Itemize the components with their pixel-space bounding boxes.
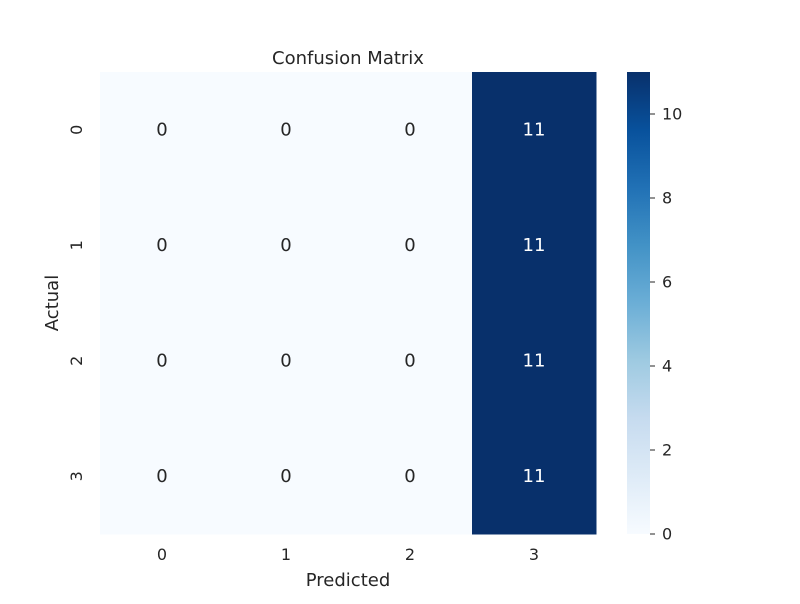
heatmap-annotations: 0 0 0 11 0 0 0 11 0 0 0 11 0 0 0 11	[156, 119, 545, 487]
cell-value-label: 0	[404, 466, 415, 487]
colorbar-tick-label: 2	[662, 441, 672, 460]
heatmap-cell	[100, 303, 225, 419]
heatmap-cell	[348, 72, 473, 188]
heatmap-cell	[472, 418, 597, 535]
y-tick-label: 1	[67, 240, 86, 250]
colorbar-tick-label: 8	[662, 189, 672, 208]
y-tick-label: 0	[67, 125, 86, 135]
colorbar-tick-label: 6	[662, 273, 672, 292]
heatmap-cell	[348, 303, 473, 419]
x-tick-labels: 0 1 2 3	[157, 545, 539, 564]
y-axis-label: Actual	[42, 275, 63, 331]
heatmap-cell	[348, 187, 473, 304]
colorbar-ticks: 0 2 4 6 8 10	[650, 105, 682, 544]
colorbar-tick-label: 10	[662, 105, 682, 124]
colorbar-tick-label: 0	[662, 525, 672, 544]
heatmap-cell	[100, 418, 225, 535]
cell-value-label: 0	[280, 235, 291, 256]
heatmap-cell	[472, 72, 597, 188]
y-tick-label: 3	[67, 471, 86, 481]
heatmap-cell	[472, 303, 597, 419]
heatmap-cell	[348, 418, 473, 535]
cell-value-label: 11	[523, 119, 546, 140]
cell-value-label: 11	[523, 466, 546, 487]
cell-value-label: 11	[523, 350, 546, 371]
heatmap-cell	[224, 72, 349, 188]
cell-value-label: 11	[523, 235, 546, 256]
x-tick-label: 1	[281, 545, 291, 564]
x-tick-label: 0	[157, 545, 167, 564]
cell-value-label: 0	[156, 235, 167, 256]
y-tick-label: 2	[67, 356, 86, 366]
heatmap-cell	[224, 303, 349, 419]
heatmap-cell	[100, 72, 225, 188]
cell-value-label: 0	[156, 466, 167, 487]
chart-title: Confusion Matrix	[272, 48, 424, 69]
cell-value-label: 0	[404, 119, 415, 140]
colorbar-tick-label: 4	[662, 357, 672, 376]
heatmap-cell	[472, 187, 597, 304]
x-tick-label: 2	[405, 545, 415, 564]
x-axis-label: Predicted	[306, 570, 391, 591]
cell-value-label: 0	[280, 119, 291, 140]
cell-value-label: 0	[156, 350, 167, 371]
y-tick-labels: 0 1 2 3	[67, 125, 86, 482]
x-tick-label: 3	[529, 545, 539, 564]
cell-value-label: 0	[280, 350, 291, 371]
heatmap-cells	[100, 72, 597, 535]
cell-value-label: 0	[280, 466, 291, 487]
heatmap-cell	[100, 187, 225, 304]
cell-value-label: 0	[404, 235, 415, 256]
colorbar	[627, 72, 650, 534]
cell-value-label: 0	[156, 119, 167, 140]
heatmap-cell	[224, 418, 349, 535]
heatmap-cell	[224, 187, 349, 304]
cell-value-label: 0	[404, 350, 415, 371]
